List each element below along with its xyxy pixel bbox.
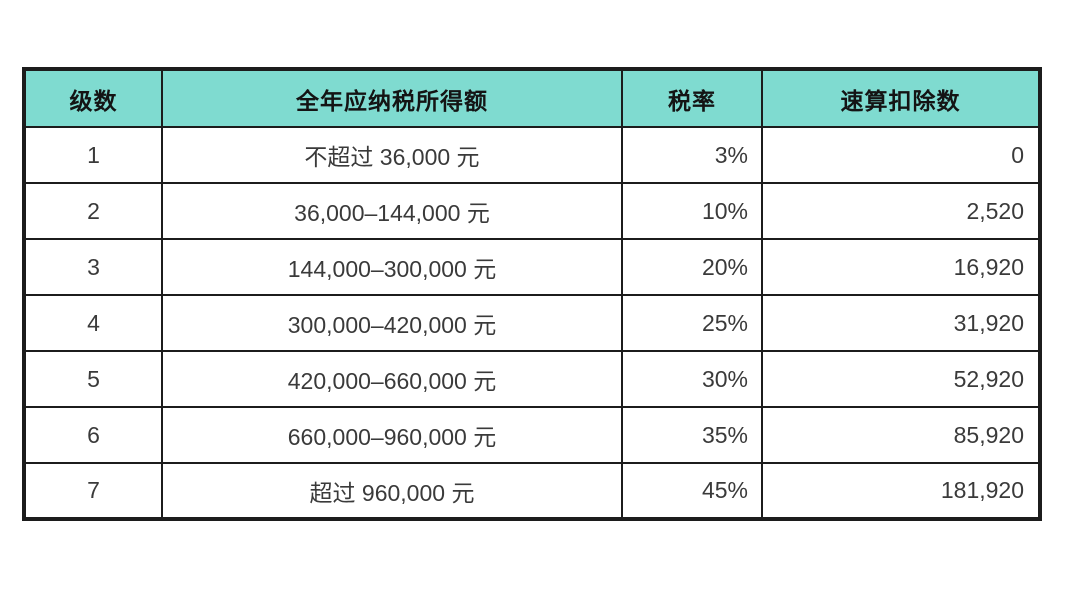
cell-deduction: 0: [761, 126, 1041, 184]
cell-rate: 25%: [621, 294, 763, 352]
tax-rate-table: 级数 全年应纳税所得额 税率 速算扣除数 1 不超过 36,000 元 3% 0…: [22, 67, 1042, 521]
cell-level: 6: [23, 406, 163, 464]
table-header-row: 级数 全年应纳税所得额 税率 速算扣除数: [23, 68, 1041, 128]
cell-level: 1: [23, 126, 163, 184]
table-row: 7 超过 960,000 元 45% 181,920: [23, 462, 1041, 520]
table-row: 4 300,000–420,000 元 25% 31,920: [23, 294, 1041, 352]
cell-deduction: 181,920: [761, 462, 1041, 520]
cell-income: 超过 960,000 元: [161, 462, 623, 520]
tax-rate-table-container: 级数 全年应纳税所得额 税率 速算扣除数 1 不超过 36,000 元 3% 0…: [22, 67, 1042, 521]
column-header-income: 全年应纳税所得额: [161, 68, 623, 128]
cell-deduction: 31,920: [761, 294, 1041, 352]
cell-income: 300,000–420,000 元: [161, 294, 623, 352]
table-row: 2 36,000–144,000 元 10% 2,520: [23, 182, 1041, 240]
cell-income: 420,000–660,000 元: [161, 350, 623, 408]
cell-income: 660,000–960,000 元: [161, 406, 623, 464]
cell-level: 5: [23, 350, 163, 408]
cell-level: 3: [23, 238, 163, 296]
cell-income: 36,000–144,000 元: [161, 182, 623, 240]
column-header-deduction: 速算扣除数: [761, 68, 1041, 128]
cell-rate: 10%: [621, 182, 763, 240]
cell-rate: 20%: [621, 238, 763, 296]
cell-rate: 45%: [621, 462, 763, 520]
cell-deduction: 2,520: [761, 182, 1041, 240]
cell-rate: 30%: [621, 350, 763, 408]
cell-deduction: 85,920: [761, 406, 1041, 464]
cell-rate: 3%: [621, 126, 763, 184]
cell-level: 7: [23, 462, 163, 520]
cell-income: 144,000–300,000 元: [161, 238, 623, 296]
cell-rate: 35%: [621, 406, 763, 464]
column-header-rate: 税率: [621, 68, 763, 128]
column-header-level: 级数: [23, 68, 163, 128]
table-row: 1 不超过 36,000 元 3% 0: [23, 126, 1041, 184]
cell-level: 2: [23, 182, 163, 240]
table-row: 3 144,000–300,000 元 20% 16,920: [23, 238, 1041, 296]
cell-deduction: 16,920: [761, 238, 1041, 296]
cell-income: 不超过 36,000 元: [161, 126, 623, 184]
cell-level: 4: [23, 294, 163, 352]
table-row: 5 420,000–660,000 元 30% 52,920: [23, 350, 1041, 408]
table-row: 6 660,000–960,000 元 35% 85,920: [23, 406, 1041, 464]
cell-deduction: 52,920: [761, 350, 1041, 408]
